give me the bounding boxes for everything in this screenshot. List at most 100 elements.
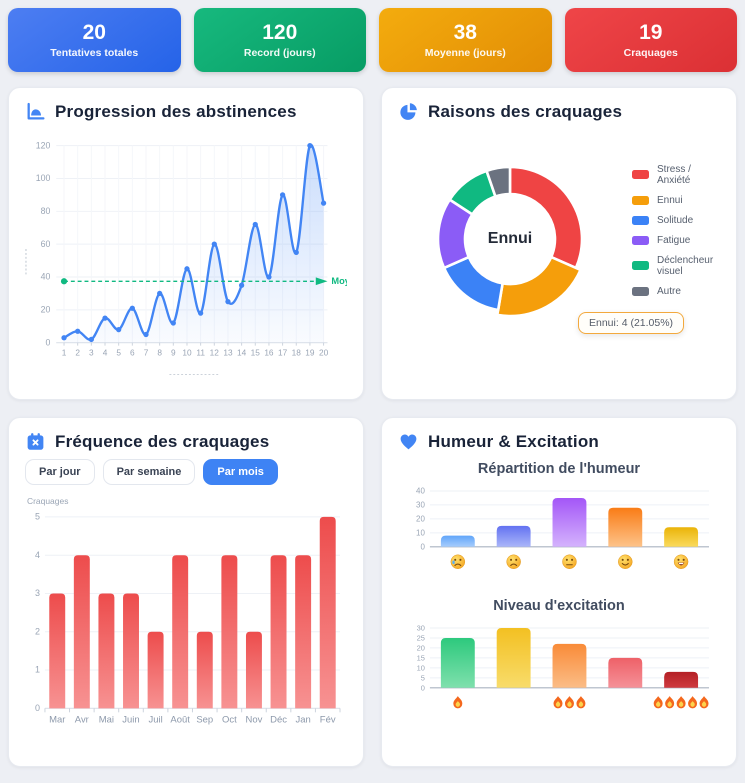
dashboard: 20 Tentatives totales 120 Record (jours)… — [8, 8, 737, 767]
svg-text:14: 14 — [237, 347, 247, 357]
svg-text:120: 120 — [36, 140, 51, 150]
svg-text:Craquages: Craquages — [27, 496, 68, 506]
svg-text:17: 17 — [278, 347, 288, 357]
svg-text:1: 1 — [62, 347, 67, 357]
svg-text:5: 5 — [116, 347, 121, 357]
stats-row: 20 Tentatives totales 120 Record (jours)… — [8, 8, 737, 72]
panel-title: Humeur & Excitation — [428, 431, 599, 451]
svg-text:10: 10 — [182, 347, 192, 357]
frequency-button-par-mois[interactable]: Par mois — [203, 459, 278, 485]
svg-text:40: 40 — [416, 487, 425, 496]
svg-text:30: 30 — [417, 623, 425, 632]
svg-text:Mar: Mar — [49, 714, 65, 725]
svg-text:Fév: Fév — [320, 714, 336, 725]
donut-area: Ennui Stress / Anxiété Ennui Solitude Fatig… — [398, 126, 720, 348]
svg-text:10: 10 — [417, 663, 425, 672]
svg-text:8: 8 — [157, 347, 162, 357]
legend-label: Fatigue — [657, 234, 691, 246]
legend-swatch — [632, 261, 649, 270]
heart-icon — [400, 434, 417, 450]
legend-label: Autre — [657, 285, 681, 297]
panel-title: Progression des abstinences — [55, 101, 297, 121]
legend-swatch — [632, 170, 649, 179]
frequency-button-par-jour[interactable]: Par jour — [25, 459, 95, 485]
panel-raisons-header: Raisons des craquages — [398, 101, 720, 122]
svg-text:Juin: Juin — [122, 714, 139, 725]
stat-label: Moyenne (jours) — [424, 47, 506, 60]
frequency-toggle-group: Par jour Par semaine Par mois — [25, 459, 347, 485]
stat-value: 19 — [639, 20, 663, 44]
svg-text:40: 40 — [41, 272, 51, 282]
donut-tooltip: Ennui: 4 (21.05%) — [578, 312, 685, 334]
svg-text:5: 5 — [35, 512, 40, 522]
svg-text:16: 16 — [264, 347, 274, 357]
panel-progression: Progression des abstinences 0 20 40 60 80 100… — [8, 87, 364, 400]
svg-text:11: 11 — [196, 347, 205, 357]
stat-card-record: 120 Record (jours) — [193, 8, 366, 72]
donut-center-label: Ennui — [487, 230, 533, 247]
svg-text:4: 4 — [35, 550, 40, 560]
legend-item[interactable]: Ennui — [632, 195, 720, 206]
stat-value: 38 — [453, 20, 477, 44]
craquages-bar-chart[interactable]: 0 1 2 3 4 5 Craquages Mar Avr Mai Juin Juil Août Sep O… — [25, 495, 347, 742]
stat-value: 20 — [82, 20, 106, 44]
legend-item[interactable]: Solitude — [632, 215, 720, 226]
svg-text:2: 2 — [35, 626, 40, 636]
excitation-bar-chart[interactable]: 0 5 10 15 20 25 30 — [398, 622, 720, 724]
svg-text:25: 25 — [417, 633, 425, 642]
svg-text:0: 0 — [421, 683, 425, 692]
humeur-chart-title: Répartition de l'humeur — [477, 461, 641, 477]
svg-text:Jan: Jan — [295, 714, 310, 725]
legend-swatch — [632, 286, 649, 296]
frequency-button-par-semaine[interactable]: Par semaine — [102, 459, 196, 485]
donut-legend: Stress / Anxiété Ennui Solitude Fatigue Décl… — [632, 164, 720, 297]
abstinence-line-chart[interactable]: 0 20 40 60 80 100 120 1 2 3 4 5 6 7 8 9 10 11 12 13 14 15 16 17… — [25, 130, 347, 376]
svg-text:12: 12 — [210, 347, 220, 357]
svg-text:20: 20 — [416, 514, 425, 523]
pie-chart-icon — [400, 103, 417, 120]
panel-raisons: Raisons des craquages Ennui Stress / Anx… — [381, 87, 737, 400]
svg-text:20: 20 — [41, 305, 51, 315]
svg-text:15: 15 — [251, 347, 261, 357]
svg-text:Juil: Juil — [148, 714, 162, 725]
svg-text:19: 19 — [305, 347, 315, 357]
legend-label: Stress / Anxiété — [657, 163, 691, 186]
panel-title: Fréquence des craquages — [55, 431, 270, 451]
stat-label: Craquages — [623, 47, 678, 60]
legend-item[interactable]: Déclencheur visuel — [632, 255, 720, 277]
svg-text:20: 20 — [417, 643, 425, 652]
panel-frequence-header: Fréquence des craquages — [25, 431, 347, 452]
svg-text:6: 6 — [130, 347, 135, 357]
svg-text:Oct: Oct — [222, 714, 237, 725]
legend-item[interactable]: Stress / Anxiété — [632, 164, 720, 186]
legend-item[interactable]: Autre — [632, 286, 720, 297]
excitation-chart-title: Niveau d'excitation — [493, 597, 625, 614]
panel-title: Raisons des craquages — [428, 101, 623, 121]
svg-text:18: 18 — [292, 347, 302, 357]
legend-label: Solitude — [657, 214, 694, 226]
legend-label: Déclencheur visuel — [657, 254, 714, 277]
svg-text:3: 3 — [35, 588, 40, 598]
svg-text:Déc: Déc — [270, 714, 287, 725]
svg-text:0: 0 — [35, 703, 40, 713]
area-chart-icon — [27, 102, 45, 120]
svg-text:30: 30 — [416, 501, 425, 510]
svg-text:3: 3 — [89, 347, 94, 357]
svg-text:Avr: Avr — [75, 714, 89, 725]
legend-swatch — [632, 215, 649, 225]
raisons-donut-chart[interactable]: Ennui — [404, 130, 616, 348]
panel-humeur: Humeur & Excitation Répartition de l'hum… — [381, 417, 737, 767]
panel-frequence: Fréquence des craquages Par jour Par sem… — [8, 417, 364, 767]
svg-text:13: 13 — [223, 347, 233, 357]
svg-text:10: 10 — [416, 528, 425, 537]
svg-text:20: 20 — [319, 347, 329, 357]
svg-text:Mai: Mai — [99, 714, 114, 725]
legend-swatch — [632, 195, 649, 205]
svg-text:Sep: Sep — [196, 714, 213, 725]
stat-card-moyenne: 38 Moyenne (jours) — [379, 8, 552, 72]
legend-item[interactable]: Fatigue — [632, 235, 720, 246]
panel-progression-header: Progression des abstinences — [25, 101, 347, 122]
stat-value: 120 — [262, 20, 298, 44]
humeur-bar-chart[interactable]: 0 10 20 30 40 — [398, 485, 720, 581]
svg-text:1: 1 — [35, 665, 40, 675]
